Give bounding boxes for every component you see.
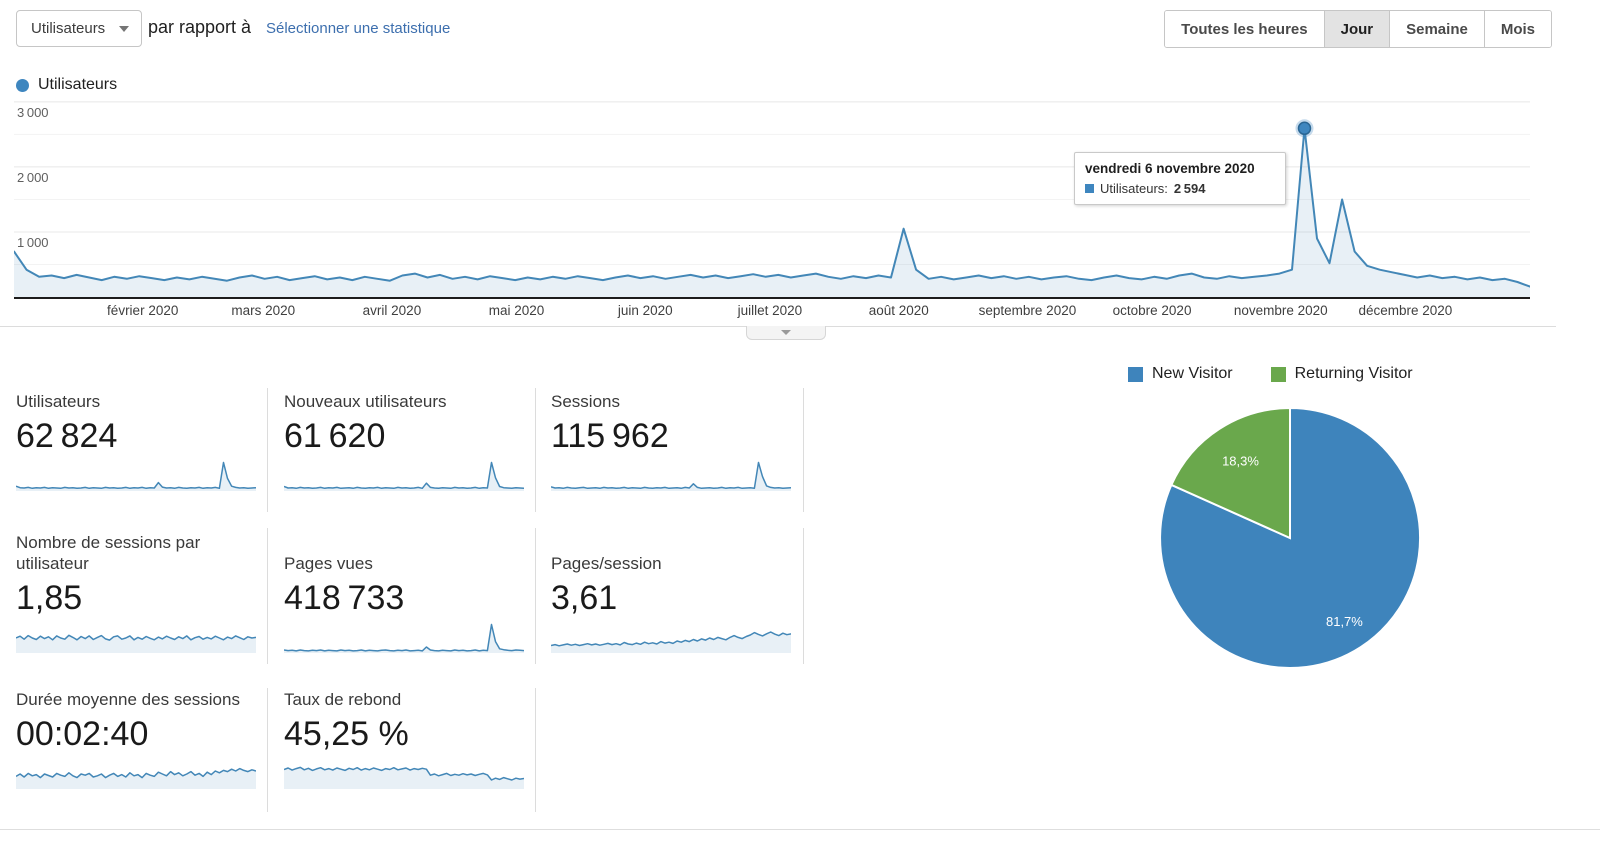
scorecard-value: 61 620: [284, 417, 386, 455]
card-divider: [535, 388, 536, 512]
sparkline: [284, 766, 524, 789]
scorecard-label: Sessions: [551, 392, 620, 411]
granularity-tab-toutes-les-heures[interactable]: Toutes les heures: [1165, 11, 1325, 47]
scorecard-value: 45,25 %: [284, 715, 409, 753]
chart-tooltip: vendredi 6 novembre 2020 Utilisateurs: 2…: [1074, 152, 1286, 205]
pie-legend-item-returning-visitor: Returning Visitor: [1270, 365, 1413, 383]
x-tick-label: octobre 2020: [1112, 303, 1192, 318]
tooltip-date: vendredi 6 novembre 2020: [1085, 161, 1255, 176]
sparkline: [551, 461, 791, 491]
card-divider: [535, 688, 536, 812]
scorecard-label: Pages/session: [551, 554, 662, 573]
x-tick-label: juillet 2020: [737, 303, 803, 318]
scorecard-value: 1,85: [16, 579, 83, 617]
chart-collapse-handle[interactable]: [746, 326, 826, 340]
scorecard-value: 00:02:40: [16, 715, 149, 753]
scorecard-label: Utilisateurs: [16, 392, 101, 411]
x-tick-label: mai 2020: [488, 303, 545, 318]
pie-slice-percentage: 81,7%: [1326, 614, 1363, 629]
x-tick-label: décembre 2020: [1358, 303, 1453, 318]
scorecard-value: 418 733: [284, 579, 405, 617]
chevron-down-icon: [119, 25, 130, 32]
legend-swatch-icon: [1270, 366, 1286, 382]
scorecard-utilisateurs: Utilisateurs 62 824: [16, 390, 256, 492]
scorecard-dur-e-moyenne-des-sessions: Durée moyenne des sessions 00:02:40: [16, 688, 256, 790]
card-divider: [803, 528, 804, 664]
sparkline: [16, 767, 256, 789]
y-tick-label: 2 000: [17, 169, 49, 185]
scorecard-nouveaux-utilisateurs: Nouveaux utilisateurs 61 620: [284, 390, 524, 492]
granularity-button-group: Toutes les heures Jour Semaine Mois: [1164, 10, 1552, 48]
granularity-tab-jour[interactable]: Jour: [1324, 11, 1391, 47]
granularity-tab-mois[interactable]: Mois: [1484, 11, 1551, 47]
timeseries-chart[interactable]: [13, 98, 1531, 299]
tooltip-value: 2 594: [1173, 181, 1206, 196]
vs-label: par rapport à: [148, 17, 252, 37]
chart-legend: Utilisateurs: [16, 76, 117, 94]
x-tick-label: novembre 2020: [1233, 303, 1328, 318]
x-tick-label: avril 2020: [362, 303, 422, 318]
pie-slice-percentage: 18,3%: [1222, 454, 1259, 469]
scorecard-label: Durée moyenne des sessions: [16, 690, 240, 709]
card-divider: [803, 388, 804, 512]
granularity-tab-semaine[interactable]: Semaine: [1390, 11, 1485, 47]
select-statistic-link[interactable]: Sélectionner une statistique: [266, 20, 451, 37]
scorecard-sessions: Sessions 115 962: [551, 390, 791, 492]
tooltip-series-label: Utilisateurs:: [1100, 181, 1168, 196]
scorecard-value: 62 824: [16, 417, 118, 455]
scorecard-label: Nombre de sessions par utilisateur: [16, 533, 201, 573]
scorecard-pages-session: Pages/session 3,61: [551, 528, 791, 654]
sparkline: [16, 461, 256, 491]
x-tick-label: juin 2020: [617, 303, 673, 318]
pie-legend: New Visitor Returning Visitor: [1128, 365, 1413, 383]
chart-legend-label: Utilisateurs: [38, 76, 118, 93]
pie-legend-item-new-visitor: New Visitor: [1128, 365, 1233, 383]
bottom-divider: [0, 829, 1600, 830]
metric-selector-dropdown[interactable]: Utilisateurs: [16, 10, 143, 47]
sparkline: [284, 623, 524, 653]
scorecard-pages-vues: Pages vues 418 733: [284, 528, 524, 654]
scorecard-taux-de-rebond: Taux de rebond 45,25 %: [284, 688, 524, 790]
sparkline: [551, 631, 791, 653]
timeseries-svg: [13, 101, 1531, 297]
series-dot-icon: [16, 78, 29, 92]
y-tick-label: 3 000: [17, 104, 49, 120]
scorecard-label: Nouveaux utilisateurs: [284, 392, 447, 411]
data-point-marker[interactable]: [1297, 121, 1312, 136]
x-tick-label: août 2020: [868, 303, 929, 318]
pie-legend-label: Returning Visitor: [1294, 365, 1413, 382]
pie-legend-label: New Visitor: [1152, 365, 1233, 382]
sparkline: [16, 634, 256, 653]
card-divider: [535, 528, 536, 664]
scorecard-value: 115 962: [551, 417, 669, 455]
visitor-pie-chart[interactable]: 81,7% 18,3%: [1140, 396, 1440, 696]
scorecard-label: Pages vues: [284, 554, 373, 573]
scorecard-label: Taux de rebond: [284, 690, 402, 709]
x-axis-labels: février 2020 mars 2020 avril 2020 mai 2020 j…: [14, 303, 1530, 323]
triangle-down-icon: [781, 330, 791, 335]
x-tick-label: février 2020: [107, 303, 179, 318]
sparkline: [284, 461, 524, 491]
x-tick-label: septembre 2020: [978, 303, 1077, 318]
scorecard-nombre-de-sessions-par-utilisateur: Nombre de sessions par utilisateur 1,85: [16, 528, 256, 654]
x-tick-label: mars 2020: [231, 303, 296, 318]
scorecard-value: 3,61: [551, 579, 618, 617]
card-divider: [267, 388, 268, 512]
legend-swatch-icon: [1128, 366, 1143, 382]
pie-slice-returning-visitor[interactable]: [1170, 406, 1291, 540]
card-divider: [267, 688, 268, 812]
series-color-swatch: [1085, 184, 1094, 193]
y-tick-label: 1 000: [17, 234, 49, 250]
metric-selector-value: Utilisateurs: [31, 20, 106, 37]
card-divider: [267, 528, 268, 664]
